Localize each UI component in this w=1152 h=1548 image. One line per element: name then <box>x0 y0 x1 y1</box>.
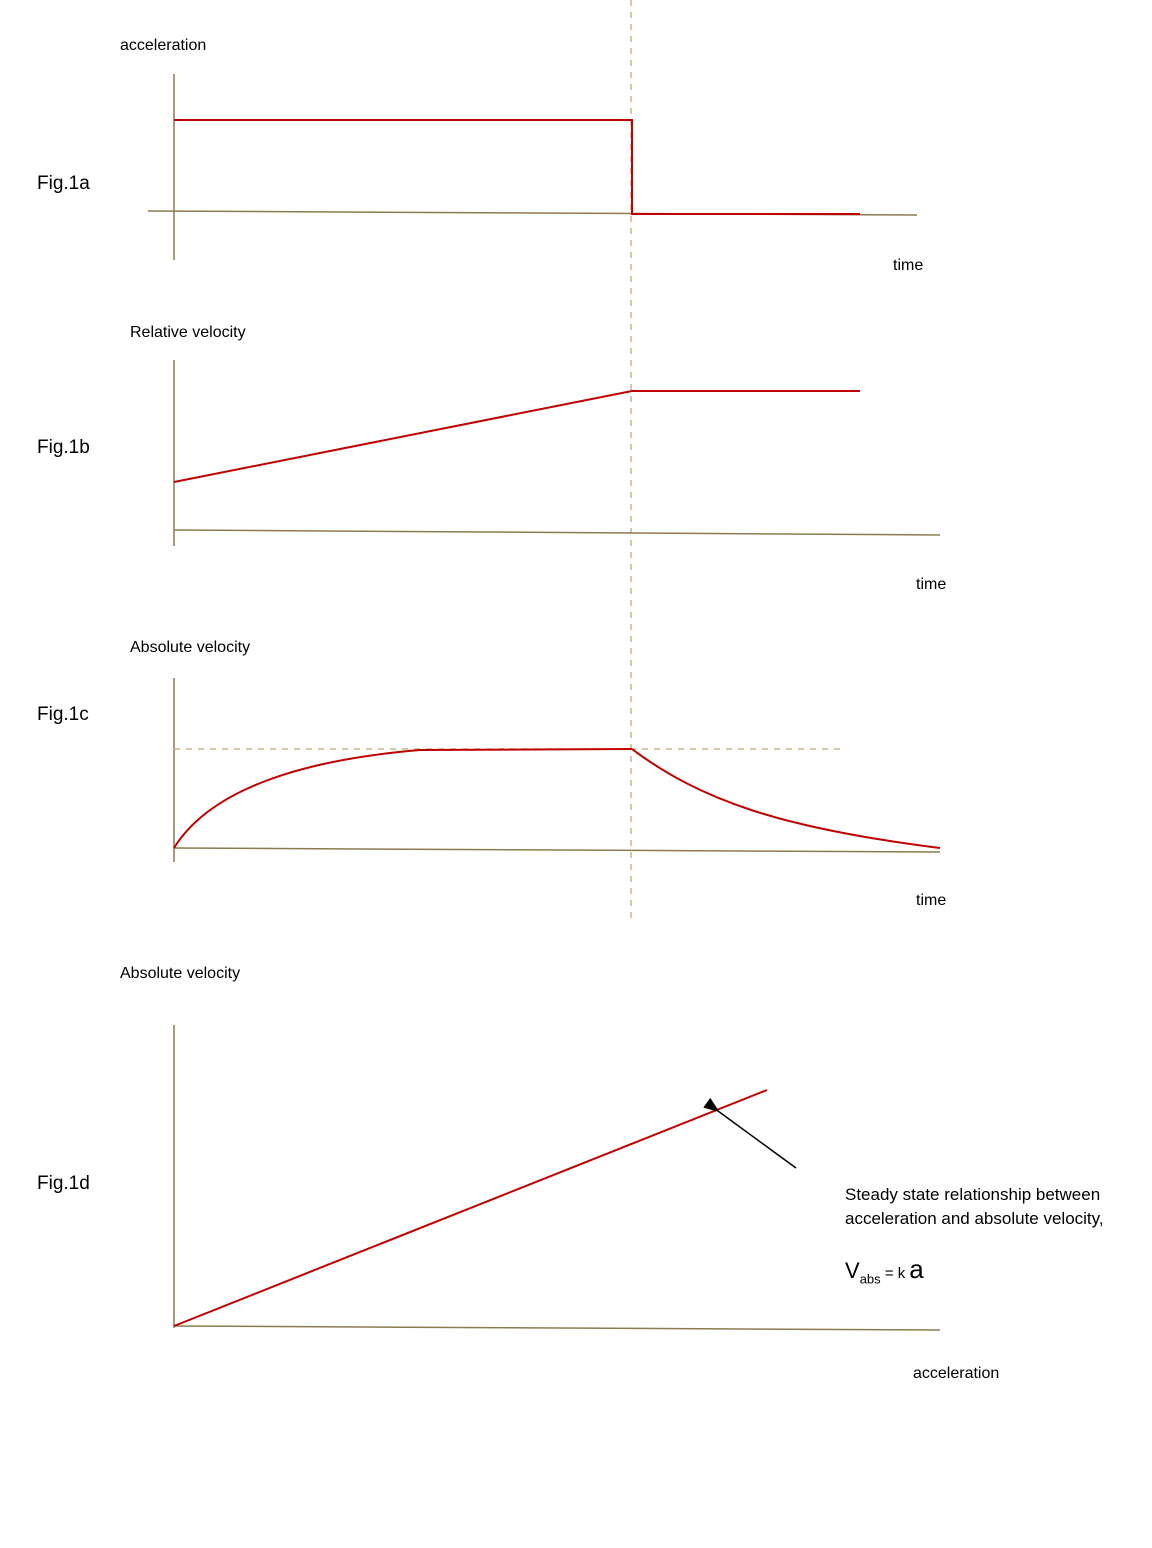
fig-1c-absolute-velocity-decay <box>631 748 941 849</box>
fig-1a-label: Fig.1a <box>37 173 90 194</box>
fig-1b-label: Fig.1b <box>37 437 90 458</box>
fig-1c-label: Fig.1c <box>37 704 89 725</box>
fig-1d-x-axis-label: acceleration <box>913 1365 1000 1382</box>
fig-1c-absolute-velocity-rise <box>173 748 633 849</box>
fig-1d-label: Fig.1d <box>37 1173 90 1194</box>
equation-rhs: a <box>909 1254 924 1284</box>
equation-lhs-subscript: abs <box>859 1271 881 1287</box>
fig-1b-plot <box>173 360 941 546</box>
fig-1b-x-axis-label: time <box>916 576 947 593</box>
fig-1c-x-axis <box>173 847 941 853</box>
fig-1b-y-axis-label: Relative velocity <box>130 324 246 341</box>
fig-1a-plot <box>147 74 918 260</box>
fig-1c-y-axis-label: Absolute velocity <box>130 639 251 656</box>
fig-1c-x-axis-label: time <box>916 892 947 909</box>
fig-1c-plot <box>173 678 941 862</box>
fig-1d-y-axis-label: Absolute velocity <box>120 965 241 982</box>
fig-1d-linear-relationship <box>173 1089 768 1327</box>
equation-lhs: V <box>845 1258 860 1283</box>
fig-1b-relative-velocity-curve <box>173 390 860 483</box>
equation-equals: = <box>880 1265 898 1282</box>
fig-1b-x-axis <box>173 529 941 536</box>
fig-1a-x-axis-label: time <box>893 257 924 274</box>
annotation-line-2: acceleration and absolute velocity, <box>845 1209 1104 1228</box>
annotation-line-1: Steady state relationship between <box>845 1185 1101 1204</box>
fig-1a-acceleration-step <box>174 119 860 215</box>
fig-1d-x-axis <box>173 1325 941 1331</box>
fig-1d-annotation-arrow <box>703 1097 797 1169</box>
fig-1d-plot <box>173 1025 941 1331</box>
fig-1a-y-axis-label: acceleration <box>120 37 207 54</box>
equation-coefficient: k <box>897 1265 906 1282</box>
